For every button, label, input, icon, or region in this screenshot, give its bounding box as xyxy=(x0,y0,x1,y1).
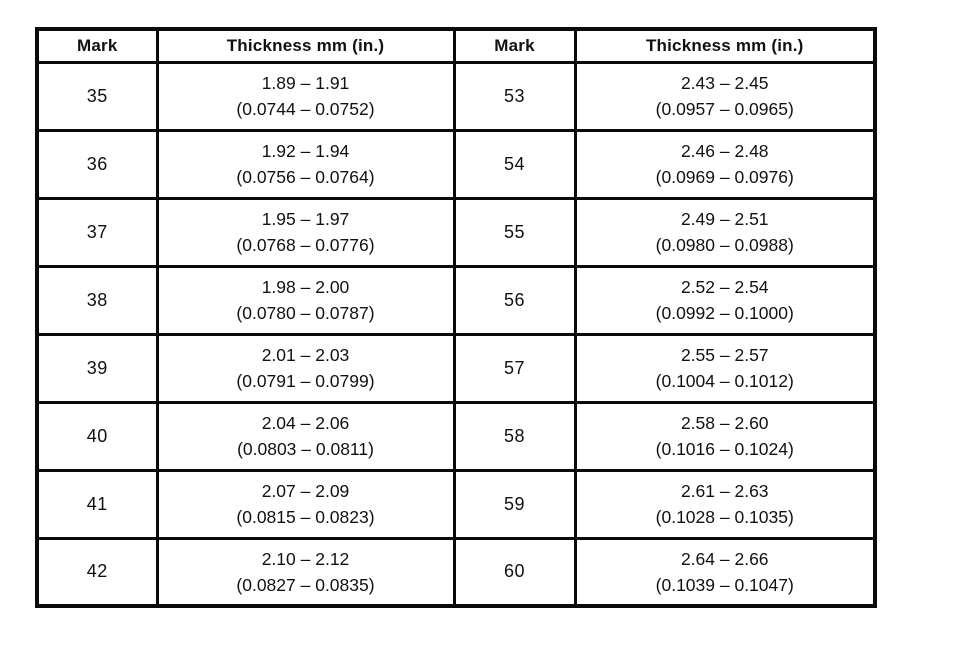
table-body: 35 1.89 – 1.91 (0.0744 – 0.0752) 53 2.43… xyxy=(35,60,877,608)
mark-cell-right: 53 xyxy=(452,60,577,132)
thickness-cell-right: 2.55 – 2.57 (0.1004 – 0.1012) xyxy=(573,332,877,404)
thickness-cell-right: 2.64 – 2.66 (0.1039 – 0.1047) xyxy=(573,536,877,608)
thickness-cell-left: 2.01 – 2.03 (0.0791 – 0.0799) xyxy=(155,332,456,404)
thickness-mm-value: 2.64 – 2.66 xyxy=(680,548,769,569)
thickness-cell-right: 2.49 – 2.51 (0.0980 – 0.0988) xyxy=(573,196,877,268)
mark-cell-left: 39 xyxy=(35,332,159,404)
thickness-cell-left: 2.04 – 2.06 (0.0803 – 0.0811) xyxy=(155,400,456,472)
thickness-in-value: (0.0780 – 0.0787) xyxy=(236,303,375,323)
header-mark-left: Mark xyxy=(35,27,159,64)
thickness-spec-table: Mark Thickness mm (in.) Mark Thickness m… xyxy=(35,27,877,608)
thickness-mm-value: 2.46 – 2.48 xyxy=(680,141,769,161)
thickness-mm-value: 2.55 – 2.57 xyxy=(680,345,769,365)
thickness-mm-value: 1.95 – 1.97 xyxy=(261,209,350,229)
thickness-in-value: (0.0957 – 0.0965) xyxy=(655,99,794,119)
thickness-in-value: (0.0791 – 0.0799) xyxy=(236,371,375,391)
mark-cell-left: 35 xyxy=(35,60,159,132)
header-thickness-left: Thickness mm (in.) xyxy=(155,27,456,64)
thickness-mm-value: 2.10 – 2.12 xyxy=(261,548,350,569)
mark-cell-right: 56 xyxy=(452,264,577,336)
mark-cell-left: 37 xyxy=(35,196,159,268)
thickness-cell-left: 1.95 – 1.97 (0.0768 – 0.0776) xyxy=(155,196,456,268)
thickness-cell-right: 2.58 – 2.60 (0.1016 – 0.1024) xyxy=(573,400,877,472)
mark-cell-left: 41 xyxy=(35,468,159,540)
table-row: 36 1.92 – 1.94 (0.0756 – 0.0764) 54 2.46… xyxy=(35,128,877,200)
thickness-mm-value: 2.52 – 2.54 xyxy=(680,277,769,297)
thickness-cell-left: 1.92 – 1.94 (0.0756 – 0.0764) xyxy=(155,128,456,200)
thickness-in-value: (0.0992 – 0.1000) xyxy=(655,303,794,323)
thickness-in-value: (0.0803 – 0.0811) xyxy=(237,439,374,459)
thickness-cell-left: 1.98 – 2.00 (0.0780 – 0.0787) xyxy=(155,264,456,336)
thickness-in-value: (0.0744 – 0.0752) xyxy=(236,99,375,119)
thickness-mm-value: 2.07 – 2.09 xyxy=(261,481,350,501)
thickness-cell-right: 2.46 – 2.48 (0.0969 – 0.0976) xyxy=(573,128,877,200)
mark-cell-right: 55 xyxy=(452,196,577,268)
thickness-in-value: (0.0827 – 0.0835) xyxy=(236,574,375,595)
thickness-mm-value: 1.89 – 1.91 xyxy=(261,73,350,93)
thickness-in-value: (0.1016 – 0.1024) xyxy=(655,439,794,459)
table-row: 42 2.10 – 2.12 (0.0827 – 0.0835) 60 2.64… xyxy=(35,536,877,608)
thickness-cell-right: 2.43 – 2.45 (0.0957 – 0.0965) xyxy=(573,60,877,132)
thickness-mm-value: 2.01 – 2.03 xyxy=(261,345,350,365)
header-thickness-right: Thickness mm (in.) xyxy=(573,27,877,64)
mark-cell-left: 36 xyxy=(35,128,159,200)
thickness-mm-value: 1.98 – 2.00 xyxy=(261,277,350,297)
thickness-mm-value: 2.61 – 2.63 xyxy=(680,481,769,501)
thickness-mm-value: 2.58 – 2.60 xyxy=(680,413,769,433)
header-mark-right: Mark xyxy=(452,27,577,64)
thickness-in-value: (0.0980 – 0.0988) xyxy=(655,235,794,255)
thickness-mm-value: 2.43 – 2.45 xyxy=(680,73,769,93)
mark-cell-right: 58 xyxy=(452,400,577,472)
table-row: 39 2.01 – 2.03 (0.0791 – 0.0799) 57 2.55… xyxy=(35,332,877,404)
thickness-cell-right: 2.52 – 2.54 (0.0992 – 0.1000) xyxy=(573,264,877,336)
thickness-in-value: (0.0815 – 0.0823) xyxy=(236,507,375,527)
thickness-in-value: (0.1004 – 0.1012) xyxy=(655,371,794,391)
table-row: 38 1.98 – 2.00 (0.0780 – 0.0787) 56 2.52… xyxy=(35,264,877,336)
mark-cell-left: 42 xyxy=(35,536,159,608)
mark-cell-right: 59 xyxy=(452,468,577,540)
mark-cell-right: 60 xyxy=(452,536,577,608)
thickness-mm-value: 1.92 – 1.94 xyxy=(261,141,350,161)
thickness-cell-right: 2.61 – 2.63 (0.1028 – 0.1035) xyxy=(573,468,877,540)
table-row: 37 1.95 – 1.97 (0.0768 – 0.0776) 55 2.49… xyxy=(35,196,877,268)
thickness-in-value: (0.1039 – 0.1047) xyxy=(655,574,794,595)
mark-cell-right: 57 xyxy=(452,332,577,404)
table-row: 35 1.89 – 1.91 (0.0744 – 0.0752) 53 2.43… xyxy=(35,60,877,132)
thickness-in-value: (0.0768 – 0.0776) xyxy=(236,235,375,255)
header-row: Mark Thickness mm (in.) Mark Thickness m… xyxy=(35,27,877,64)
thickness-mm-value: 2.04 – 2.06 xyxy=(261,413,350,433)
table-row: 40 2.04 – 2.06 (0.0803 – 0.0811) 58 2.58… xyxy=(35,400,877,472)
mark-cell-left: 40 xyxy=(35,400,159,472)
thickness-cell-left: 2.07 – 2.09 (0.0815 – 0.0823) xyxy=(155,468,456,540)
mark-cell-right: 54 xyxy=(452,128,577,200)
table-row: 41 2.07 – 2.09 (0.0815 – 0.0823) 59 2.61… xyxy=(35,468,877,540)
thickness-in-value: (0.0756 – 0.0764) xyxy=(236,167,375,187)
thickness-in-value: (0.1028 – 0.1035) xyxy=(655,507,794,527)
thickness-cell-left: 1.89 – 1.91 (0.0744 – 0.0752) xyxy=(155,60,456,132)
thickness-in-value: (0.0969 – 0.0976) xyxy=(655,167,794,187)
thickness-cell-left: 2.10 – 2.12 (0.0827 – 0.0835) xyxy=(155,536,456,608)
thickness-mm-value: 2.49 – 2.51 xyxy=(680,209,769,229)
mark-cell-left: 38 xyxy=(35,264,159,336)
